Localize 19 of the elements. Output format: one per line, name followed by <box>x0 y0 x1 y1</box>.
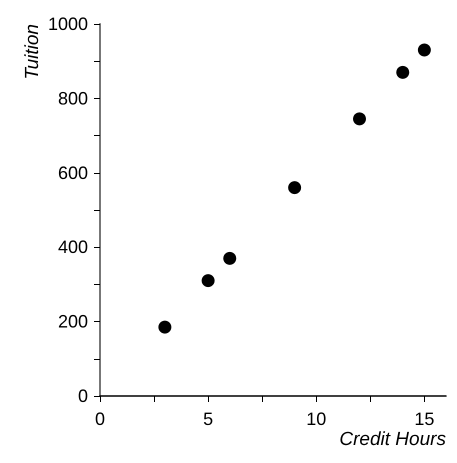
x-tick-label: 5 <box>203 409 214 429</box>
point <box>223 252 236 265</box>
x-axis-title: Credit Hours <box>339 429 446 450</box>
point <box>418 44 431 57</box>
point <box>353 112 366 126</box>
y-tick-label: 600 <box>58 162 88 183</box>
point <box>158 320 172 334</box>
y-axis-title: Tuition <box>22 24 43 80</box>
y-tick-label: 400 <box>58 237 88 258</box>
x-tick-label: 0 <box>94 409 106 429</box>
x-tick-label: 10 <box>306 409 326 429</box>
y-tick-label: 800 <box>58 88 88 108</box>
y-tick-label: 200 <box>58 312 88 332</box>
point <box>396 66 410 79</box>
x-tick-label: 15 <box>414 409 434 429</box>
y-tick-label: 1000 <box>48 14 88 34</box>
point <box>202 274 215 288</box>
point <box>288 181 302 194</box>
y-tick-label: 0 <box>78 386 88 406</box>
